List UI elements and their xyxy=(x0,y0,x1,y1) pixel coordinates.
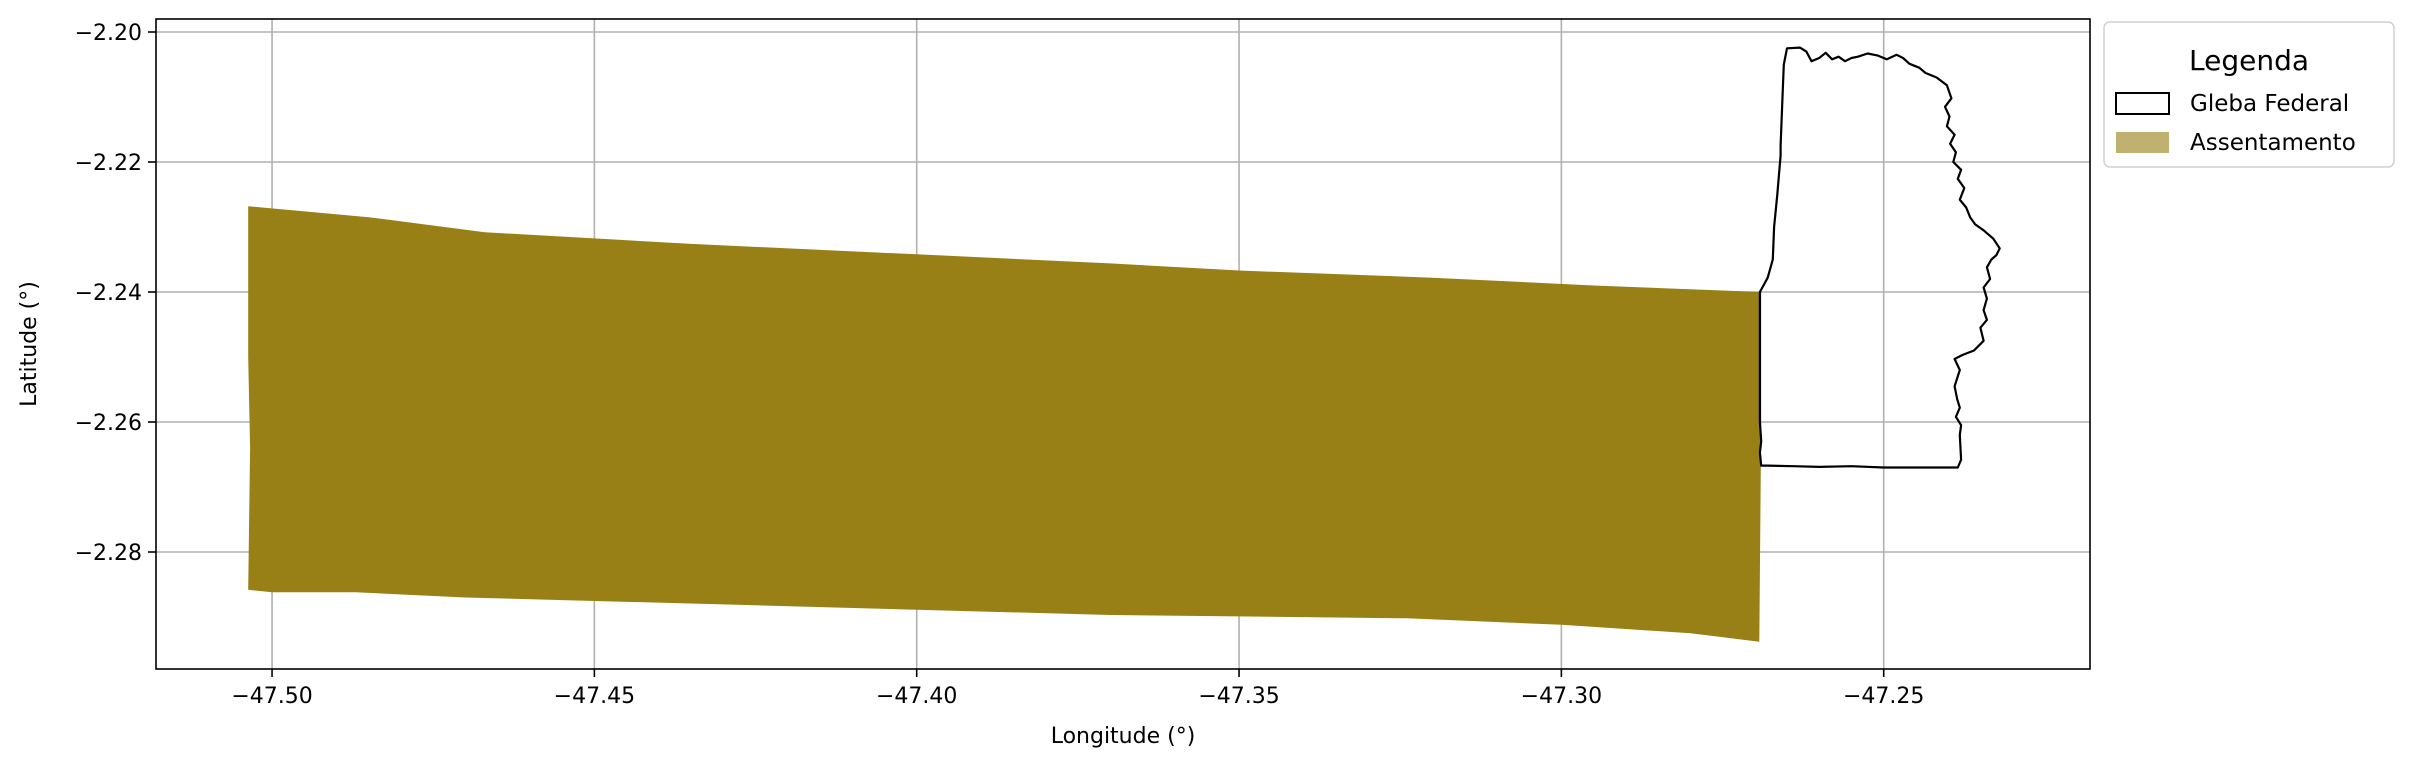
axes-frame xyxy=(155,18,2091,670)
y-tick-label: −2.24 xyxy=(75,281,142,306)
x-tick-label: −47.40 xyxy=(876,684,957,709)
polygon-assentamento xyxy=(248,206,1762,642)
legend: Legenda Gleba Federal Assentamento xyxy=(2103,21,2395,168)
polygon-gleba-federal xyxy=(1758,46,2001,469)
legend-frame xyxy=(2103,21,2395,168)
y-tick-label: −2.28 xyxy=(75,541,142,566)
y-tick-label: −2.20 xyxy=(75,21,142,46)
legend-swatch-gleba-federal xyxy=(2115,92,2170,115)
y-tick-label: −2.22 xyxy=(75,151,142,176)
x-tick-label: −47.50 xyxy=(231,684,312,709)
legend-swatch-assentamento xyxy=(2116,132,2169,153)
x-tick-label: −47.30 xyxy=(1521,684,1602,709)
map-layers xyxy=(248,46,2001,642)
legend-label-gleba-federal: Gleba Federal xyxy=(2190,91,2349,117)
y-axis-label: Latitude (°) xyxy=(17,281,42,407)
legend-label-assentamento: Assentamento xyxy=(2190,130,2356,156)
x-axis-label: Longitude (°) xyxy=(1051,724,1196,749)
y-tick-label: −2.26 xyxy=(75,411,142,436)
x-tick-label: −47.45 xyxy=(554,684,635,709)
legend-title: Legenda xyxy=(2189,44,2309,77)
x-tick-label: −47.25 xyxy=(1843,684,1924,709)
axis-ticks: −47.50 −47.45 −47.40 −47.35 −47.30 −47.25 −2.2… xyxy=(75,21,1925,709)
x-tick-label: −47.35 xyxy=(1198,684,1279,709)
